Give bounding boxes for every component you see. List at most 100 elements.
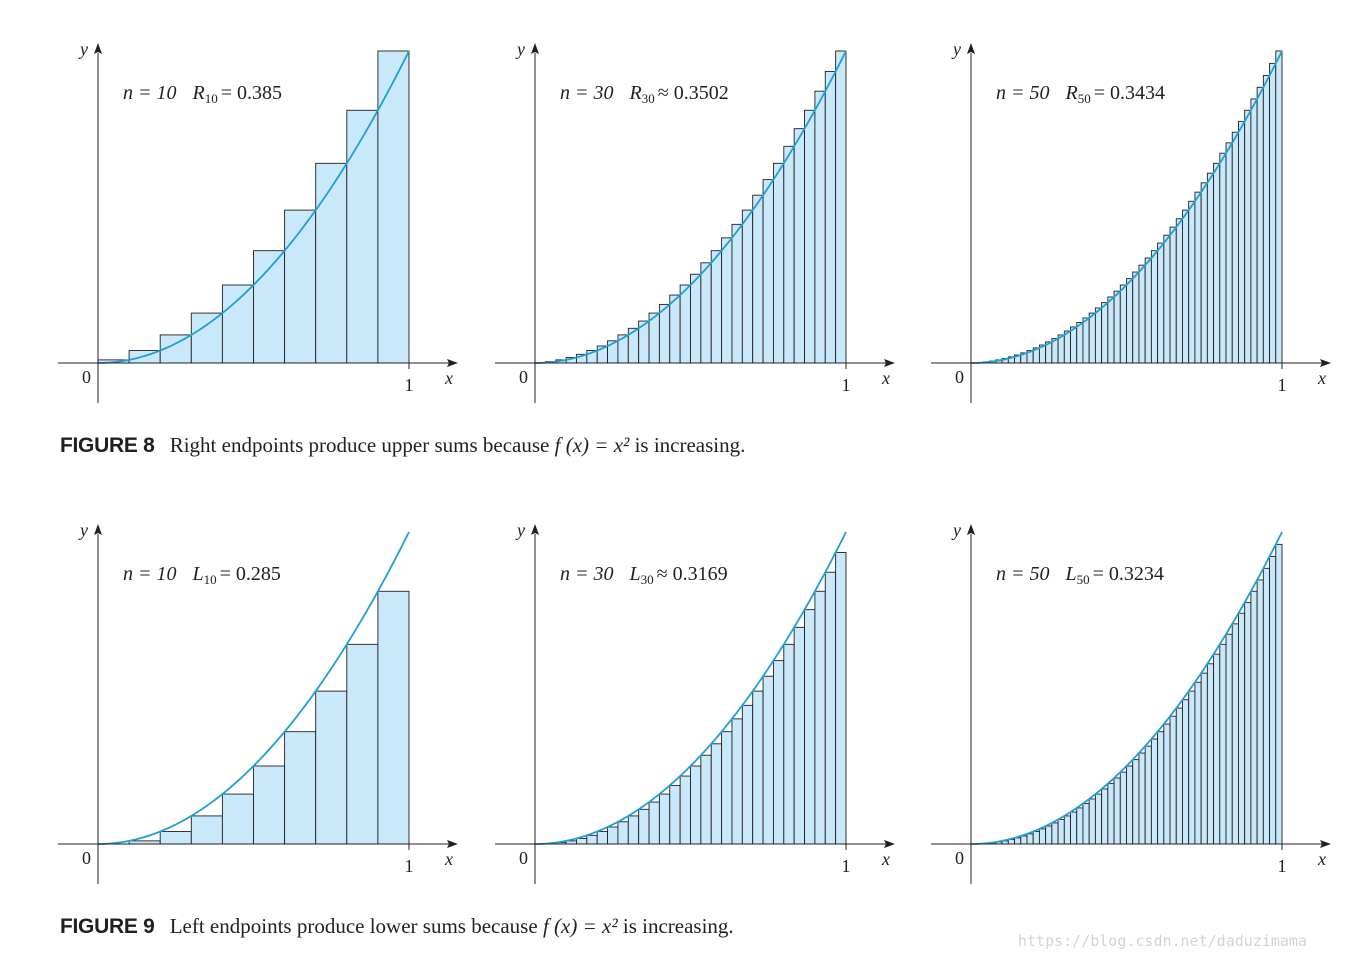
sum-annotation: n = 10 L10 = 0.285 — [123, 563, 281, 587]
sum-rectangle — [1144, 257, 1152, 364]
x-axis-arrow-icon — [447, 840, 458, 848]
sum-rectangle — [1188, 200, 1196, 364]
sum-rectangle — [1150, 738, 1159, 845]
sum-rectangle — [1250, 590, 1258, 845]
figure-9-caption-text: Left endpoints produce lower sums becaus… — [169, 914, 538, 938]
curve-x-squared — [970, 50, 1283, 364]
tick-label-1: 1 — [1278, 375, 1287, 395]
sum-rectangle — [1157, 731, 1165, 845]
origin-label: 0 — [955, 848, 964, 868]
sum-rectangle — [700, 262, 712, 364]
sum-rectangle — [221, 793, 254, 845]
sum-rectangle — [1045, 825, 1053, 845]
y-axis-arrow-icon — [531, 43, 539, 54]
sum-rectangle — [1057, 819, 1065, 845]
sum-rectangle — [1169, 715, 1177, 845]
x-axis-arrow-icon — [884, 840, 895, 848]
y-axis-arrow-icon — [967, 43, 975, 54]
sum-rectangle — [1262, 567, 1271, 845]
sum-rectangle — [814, 590, 826, 845]
sum-rectangle — [586, 834, 598, 845]
x-axis-arrow-icon — [884, 359, 895, 367]
sum-rectangle — [1200, 182, 1208, 364]
panel-right-n30: y x 0 1 n = 30 R30 ≈ 0.3502 — [495, 39, 895, 403]
sum-rectangle — [783, 643, 795, 845]
sum-rectangle — [576, 838, 588, 845]
sum-rectangle — [1138, 264, 1146, 364]
sum-rectangle — [1275, 50, 1283, 364]
figure-8-caption-formula: f (x) = x² — [554, 433, 630, 457]
sum-rectangle — [1070, 326, 1078, 364]
sum-rectangle — [1088, 312, 1096, 364]
sum-rectangle — [1088, 798, 1096, 845]
sum-rectangle — [1063, 330, 1071, 364]
sum-rectangle — [824, 71, 837, 364]
sum-rectangle — [1250, 98, 1258, 364]
sum-annotation: n = 50 L50 = 0.3234 — [996, 563, 1164, 587]
sum-rectangle — [346, 643, 379, 845]
sum-rectangle — [1094, 307, 1103, 364]
sum-rectangle — [741, 704, 754, 845]
sum-rectangle — [679, 775, 691, 845]
sum-rectangle — [1163, 234, 1171, 364]
sum-rectangle — [1219, 152, 1227, 364]
sum-rectangle — [1213, 653, 1221, 845]
y-axis-label: y — [78, 39, 88, 59]
tick-label-1: 1 — [405, 375, 414, 395]
origin-label: 0 — [955, 367, 964, 387]
sum-rectangle — [669, 784, 681, 845]
sum-rectangle — [1175, 707, 1183, 845]
sum-rectangle — [700, 754, 712, 845]
sum-rectangle — [1126, 765, 1134, 845]
curve-x-squared — [534, 531, 847, 845]
y-axis-arrow-icon — [94, 43, 102, 54]
curve-x-squared — [97, 531, 410, 845]
sum-rectangle — [1014, 837, 1022, 845]
sum-rectangle — [596, 831, 609, 845]
sum-rectangle — [1213, 162, 1221, 364]
figure-8-caption-tail: is increasing. — [634, 433, 746, 457]
sum-rectangle — [1144, 745, 1152, 845]
sum-rectangle — [1119, 284, 1127, 364]
sum-rectangle — [1082, 317, 1090, 364]
sum-rectangle — [1206, 663, 1215, 845]
sum-rectangle — [1101, 788, 1109, 845]
sum-rectangle — [1132, 759, 1140, 845]
x-axis-label: x — [1317, 849, 1326, 869]
sum-rectangle — [1269, 556, 1277, 845]
sum-rectangle — [159, 831, 192, 845]
sum-rectangle — [346, 109, 379, 364]
sum-rectangle — [315, 690, 348, 845]
sum-rectangle — [284, 209, 317, 364]
sum-rectangle — [731, 718, 743, 845]
sum-rectangle — [658, 303, 671, 364]
origin-label: 0 — [519, 367, 528, 387]
sum-rectangle — [762, 675, 774, 845]
sum-rectangle — [1269, 62, 1277, 364]
sum-rectangle — [731, 223, 743, 364]
sum-rectangle — [1076, 322, 1084, 364]
figure-9-caption-formula: f (x) = x² — [542, 914, 618, 938]
origin-label: 0 — [82, 848, 91, 868]
sum-rectangle — [1238, 120, 1246, 364]
sum-rectangle — [1244, 601, 1252, 845]
x-axis-label: x — [881, 849, 890, 869]
sum-rectangle — [1113, 290, 1121, 364]
sum-rectangle — [1238, 612, 1246, 845]
sum-rectangle — [1076, 807, 1084, 845]
sum-rectangle — [1219, 643, 1227, 845]
sum-rectangle — [1275, 543, 1283, 845]
sum-rectangle — [1119, 771, 1127, 845]
sum-rectangle — [1175, 218, 1183, 364]
panel-left-n30: y x 0 1 n = 30 L30 ≈ 0.3169 — [495, 520, 895, 884]
sum-rectangle — [835, 552, 847, 845]
x-axis-label: x — [444, 849, 453, 869]
y-axis-arrow-icon — [94, 524, 102, 535]
sum-rectangle — [1157, 242, 1165, 364]
sum-rectangle — [721, 237, 733, 364]
x-axis-arrow-icon — [1320, 840, 1331, 848]
tick-label-1: 1 — [842, 856, 851, 876]
y-axis-label: y — [951, 39, 961, 59]
sum-rectangle — [772, 660, 785, 845]
sum-rectangle — [752, 690, 764, 845]
